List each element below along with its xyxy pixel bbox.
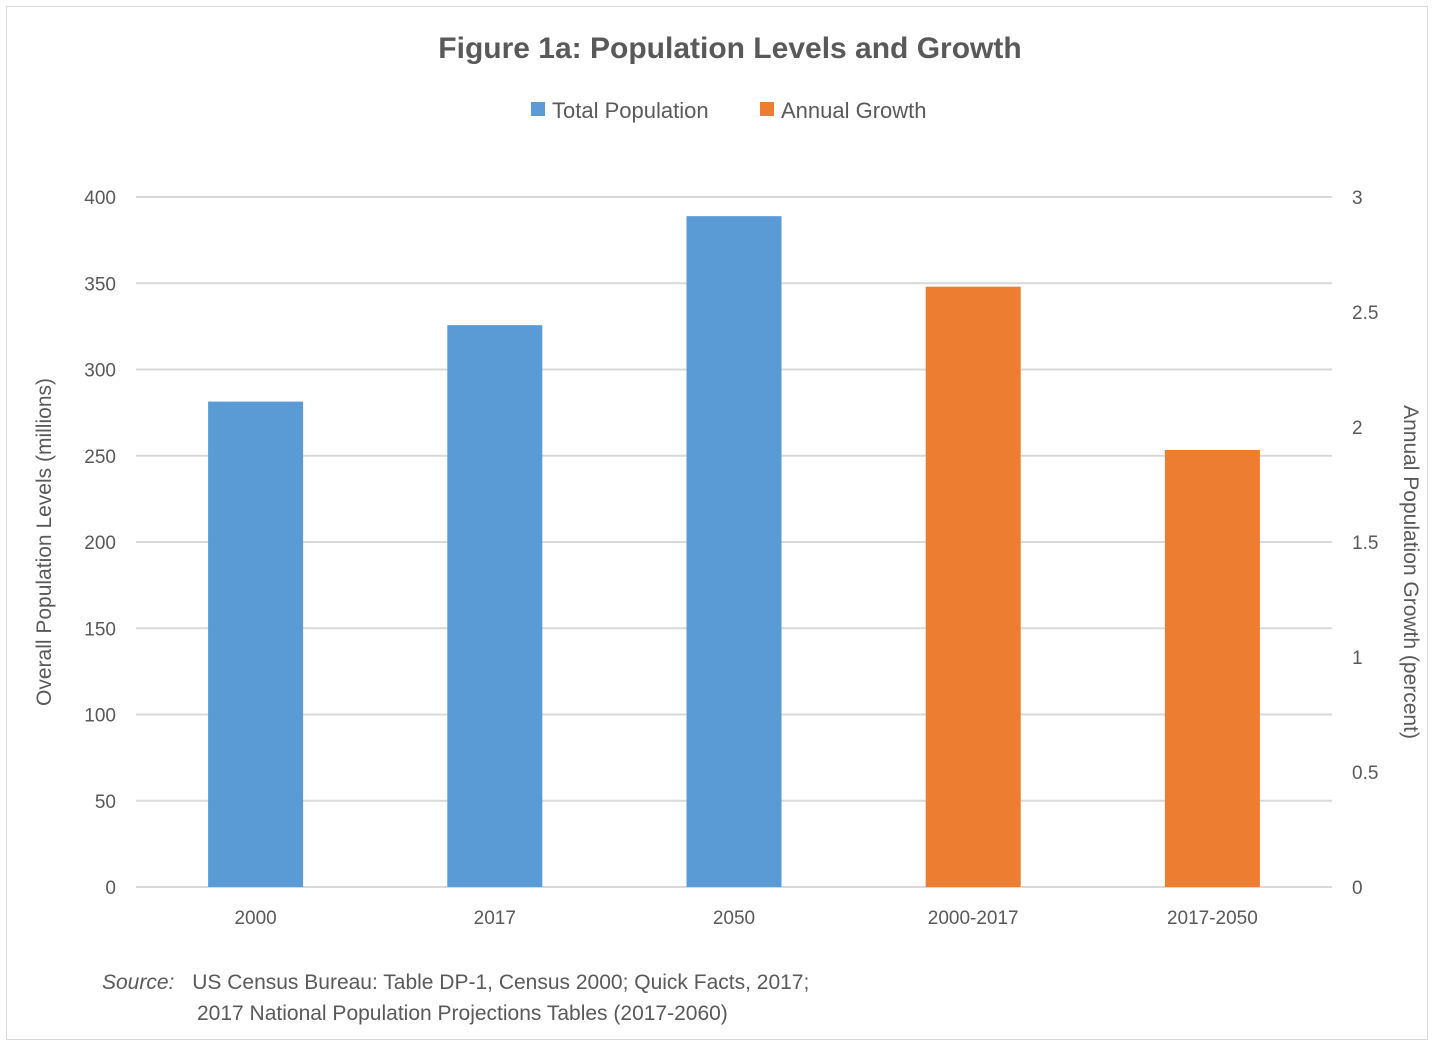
right-axis-tick-2: 1 bbox=[1352, 648, 1363, 669]
bar-total-population-2000 bbox=[208, 401, 304, 887]
bar-annual-growth-2017-2050 bbox=[1164, 450, 1260, 887]
chart-title: Figure 1a: Population Levels and Growth bbox=[438, 32, 1021, 65]
legend-label-total-population: Total Population bbox=[552, 98, 709, 123]
x-axis-tick-3: 2000-2017 bbox=[928, 908, 1019, 929]
left-axis-tick-6: 300 bbox=[84, 361, 116, 382]
legend-swatch-annual-growth bbox=[760, 102, 774, 116]
bar-annual-growth-2000-2017 bbox=[925, 286, 1021, 887]
source-text-1: US Census Bureau: Table DP-1, Census 200… bbox=[192, 971, 809, 994]
source-line-1: Source: US Census Bureau: Table DP-1, Ce… bbox=[102, 971, 809, 994]
left-axis-tick-8: 400 bbox=[84, 188, 116, 209]
x-axis-tick-0: 2000 bbox=[234, 908, 276, 929]
left-axis-tick-5: 250 bbox=[84, 447, 116, 468]
x-axis-tick-4: 2017-2050 bbox=[1167, 908, 1258, 929]
legend-swatch-total-population bbox=[531, 102, 545, 116]
legend-label-annual-growth: Annual Growth bbox=[781, 98, 927, 123]
left-axis-tick-4: 200 bbox=[84, 533, 116, 554]
left-axis-tick-3: 150 bbox=[84, 619, 116, 640]
right-axis-tick-1: 0.5 bbox=[1352, 763, 1378, 784]
axes: 0 50 100 150 200 250 300 350 400 0 0.5 1 1.5 2 2.5 3 200… bbox=[84, 188, 1378, 929]
source-label: Source: bbox=[102, 971, 174, 994]
left-axis-tick-0: 0 bbox=[105, 878, 116, 899]
left-axis-tick-2: 100 bbox=[84, 706, 116, 727]
right-axis-tick-6: 3 bbox=[1352, 188, 1363, 209]
right-axis-tick-4: 2 bbox=[1352, 418, 1363, 439]
bar-total-population-2017 bbox=[447, 325, 543, 888]
bar-total-population-2050 bbox=[686, 216, 782, 887]
left-axis-tick-7: 350 bbox=[84, 274, 116, 295]
right-axis-tick-5: 2.5 bbox=[1352, 303, 1378, 324]
right-axis-label: Annual Population Growth (percent) bbox=[1399, 405, 1422, 739]
x-axis-tick-2: 2050 bbox=[713, 908, 755, 929]
source-line-2: 2017 National Population Projections Tab… bbox=[197, 1002, 728, 1025]
right-axis-tick-3: 1.5 bbox=[1352, 533, 1378, 554]
bars bbox=[208, 216, 1260, 888]
x-axis-tick-1: 2017 bbox=[474, 908, 516, 929]
left-axis-tick-1: 50 bbox=[95, 792, 116, 813]
left-axis-label: Overall Population Levels (millions) bbox=[33, 378, 56, 706]
right-axis-tick-0: 0 bbox=[1352, 878, 1363, 899]
